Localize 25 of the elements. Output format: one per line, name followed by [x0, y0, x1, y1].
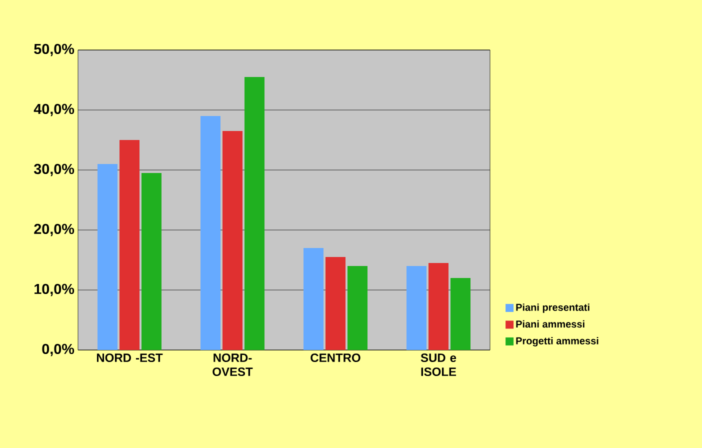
bar: [326, 257, 346, 350]
y-tick-label: 10,0%: [34, 284, 74, 296]
bar: [450, 278, 470, 350]
x-tick-label: SUD e ISOLE: [420, 354, 456, 376]
bar: [222, 131, 243, 350]
bar: [406, 266, 426, 350]
x-tick-label: NORD-OVEST: [212, 354, 253, 376]
legend-label: Piani presentati: [516, 304, 590, 313]
bar: [120, 140, 140, 350]
bar: [428, 263, 448, 350]
bar: [200, 116, 221, 350]
bar: [244, 77, 265, 350]
bar: [142, 173, 162, 350]
x-tick-label: NORD -EST: [96, 354, 163, 362]
x-tick-label: CENTRO: [310, 354, 360, 362]
y-tick-label: 0,0%: [42, 344, 74, 356]
y-tick-label: 20,0%: [34, 224, 74, 236]
bar: [98, 164, 118, 350]
bar: [348, 266, 368, 350]
y-tick-label: 30,0%: [34, 164, 74, 176]
legend-label: Piani ammessi: [516, 320, 584, 328]
y-tick-label: 40,0%: [34, 104, 74, 116]
legend-label: Progetti ammessi: [516, 337, 598, 346]
y-tick-label: 50,0%: [34, 44, 74, 56]
bar: [304, 248, 324, 350]
